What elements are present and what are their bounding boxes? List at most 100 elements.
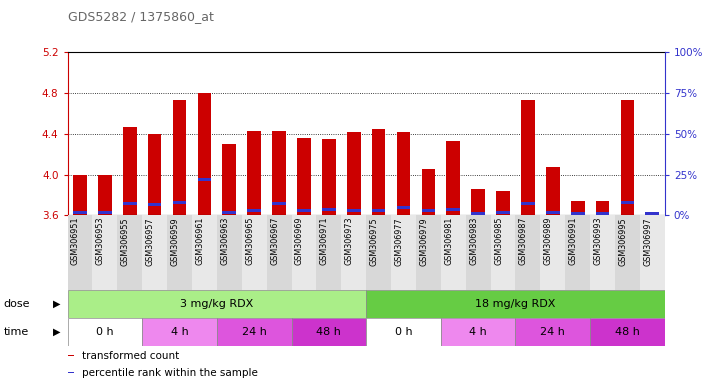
Bar [297,209,311,212]
Bar [521,100,535,215]
Bar [68,215,92,290]
Bar [397,206,410,209]
Bar [366,318,441,346]
Bar [416,215,441,290]
Text: 18 mg/kg RDX: 18 mg/kg RDX [475,299,556,309]
Bar [198,178,211,181]
Bar [341,215,366,290]
Bar [123,127,137,215]
Bar [621,200,634,204]
Bar [422,209,435,212]
Bar [646,212,659,215]
Bar [217,318,292,346]
Text: GSM306981: GSM306981 [444,217,454,265]
Text: GSM306971: GSM306971 [320,217,329,265]
Text: 24 h: 24 h [242,327,267,337]
Bar [242,215,267,290]
Bar [571,201,584,215]
Bar [447,141,460,215]
Bar [397,132,410,215]
Text: GSM306961: GSM306961 [196,217,205,265]
Bar [68,318,142,346]
Bar [167,215,192,290]
Bar [347,209,360,212]
Bar [198,93,211,215]
Bar [590,318,665,346]
Bar [521,202,535,205]
Bar [142,318,217,346]
Text: 0 h: 0 h [395,327,412,337]
Text: percentile rank within the sample: percentile rank within the sample [82,367,258,377]
Text: 4 h: 4 h [469,327,487,337]
Text: GSM306975: GSM306975 [370,217,379,266]
Text: GSM306997: GSM306997 [643,217,653,266]
Bar [471,212,485,215]
Bar [466,215,491,290]
Text: GSM306957: GSM306957 [146,217,155,266]
Bar [366,215,391,290]
Bar [546,211,560,214]
Bar [297,138,311,215]
Bar [267,215,292,290]
Bar [596,212,609,215]
Text: GSM306977: GSM306977 [395,217,404,266]
Bar [615,215,640,290]
Bar [515,318,590,346]
Text: GSM306969: GSM306969 [295,217,304,265]
Bar [247,209,261,212]
Text: GSM306993: GSM306993 [594,217,603,265]
Text: GSM306985: GSM306985 [494,217,503,265]
Text: GSM306973: GSM306973 [345,217,354,265]
Text: GSM306979: GSM306979 [419,217,429,266]
Bar [441,215,466,290]
Bar [441,318,515,346]
Bar [92,215,117,290]
Bar [68,372,74,373]
Bar [590,215,615,290]
Text: GSM306991: GSM306991 [569,217,578,265]
Bar [292,318,366,346]
Text: time: time [4,327,29,337]
Text: 4 h: 4 h [171,327,188,337]
Bar [123,202,137,205]
Bar [292,215,316,290]
Bar [366,290,665,318]
Bar [68,355,74,356]
Bar [621,100,634,215]
Bar [223,211,236,214]
Bar [247,131,261,215]
Bar [192,215,217,290]
Bar [571,212,584,215]
Bar [316,215,341,290]
Bar [515,215,540,290]
Bar [422,169,435,215]
Text: GSM306965: GSM306965 [245,217,255,265]
Bar [173,200,186,204]
Bar [98,211,112,214]
Text: ▶: ▶ [53,299,60,309]
Text: GSM306963: GSM306963 [220,217,230,265]
Bar [347,132,360,215]
Text: dose: dose [4,299,30,309]
Text: GSM306989: GSM306989 [544,217,553,265]
Bar [471,189,485,215]
Bar [173,100,186,215]
Bar [546,167,560,215]
Text: 48 h: 48 h [615,327,640,337]
Bar [148,134,161,215]
Text: GDS5282 / 1375860_at: GDS5282 / 1375860_at [68,10,213,23]
Bar [496,191,510,215]
Text: 3 mg/kg RDX: 3 mg/kg RDX [180,299,254,309]
Text: GSM306951: GSM306951 [71,217,80,265]
Text: GSM306995: GSM306995 [619,217,628,266]
Text: GSM306983: GSM306983 [469,217,479,265]
Bar [640,215,665,290]
Bar [148,203,161,206]
Bar [73,175,87,215]
Bar [217,215,242,290]
Bar [447,208,460,211]
Bar [391,215,416,290]
Text: GSM306959: GSM306959 [171,217,180,266]
Bar [372,129,385,215]
Bar [540,215,565,290]
